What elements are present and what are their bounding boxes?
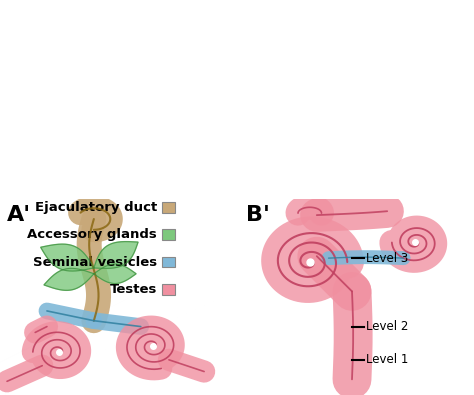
Bar	[162, 202, 175, 213]
Text: B: B	[249, 8, 266, 28]
Bar	[162, 257, 175, 267]
Text: Level 1: Level 1	[366, 353, 409, 366]
Text: A: A	[9, 8, 27, 28]
Text: Ejaculatory duct: Ejaculatory duct	[35, 201, 157, 214]
Text: Level 2: Level 2	[366, 320, 409, 333]
Polygon shape	[94, 242, 138, 269]
Polygon shape	[41, 244, 94, 271]
Bar	[162, 229, 175, 240]
Text: Seminal vesicles: Seminal vesicles	[33, 256, 157, 269]
Polygon shape	[44, 268, 94, 290]
Text: Level 3: Level 3	[366, 252, 408, 265]
Text: Accessory glands: Accessory glands	[27, 228, 157, 241]
Bar	[162, 284, 175, 295]
Text: A': A'	[7, 205, 31, 225]
Text: B': B'	[246, 205, 270, 225]
Text: Testes: Testes	[110, 283, 157, 296]
Polygon shape	[94, 264, 136, 284]
